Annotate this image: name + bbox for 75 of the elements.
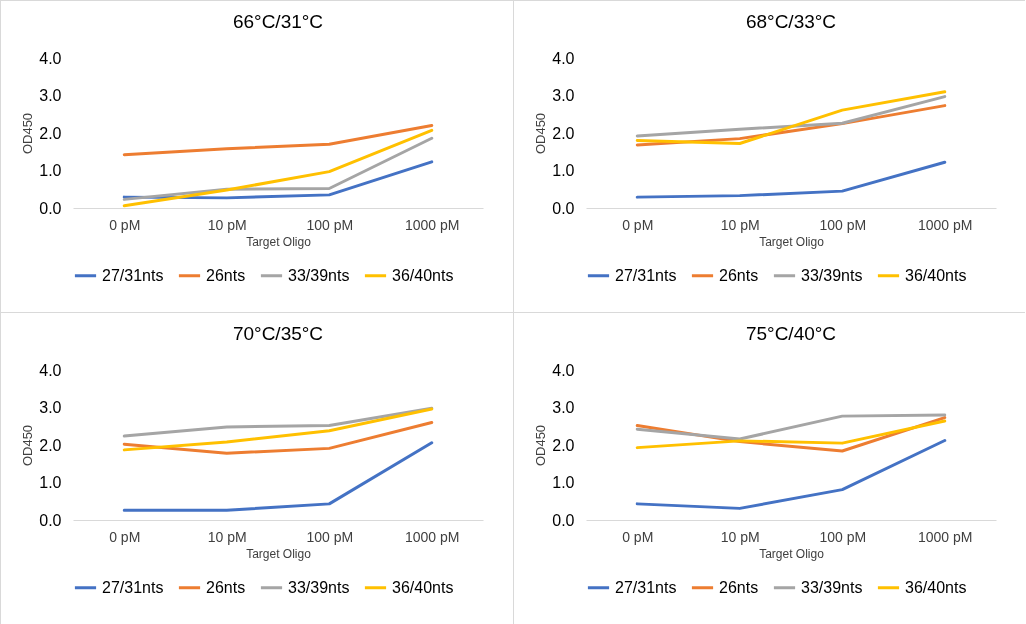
x-tick-label: 0 pM	[622, 216, 654, 233]
line-series	[122, 407, 434, 452]
y-tick-label: 3.0	[552, 399, 575, 416]
y-tick-label: 1.0	[39, 162, 62, 179]
y-tick-label: 2.0	[552, 436, 575, 454]
x-tick-label: 0 pM	[109, 528, 141, 545]
legend-label: 26nts	[719, 266, 759, 284]
legend-label: 33/39nts	[288, 266, 350, 284]
x-tick-label: 0 pM	[109, 216, 141, 233]
x-tick-label: 100 pM	[306, 216, 354, 233]
x-tick-label: 100 pM	[819, 528, 867, 545]
x-tick-label: 0 pM	[622, 528, 654, 545]
line-series	[635, 439, 947, 510]
y-axis-title: OD450	[20, 112, 36, 155]
line-series	[635, 413, 947, 441]
chart-title: 70°C/35°C	[232, 323, 324, 344]
x-tick-label: 1000 pM	[405, 528, 460, 545]
line-series	[635, 160, 947, 199]
chart-title: 68°C/33°C	[745, 11, 837, 32]
line-series	[122, 136, 434, 201]
y-tick-label: 4.0	[39, 49, 62, 67]
line-series	[122, 406, 434, 438]
x-axis-title: Target Oligo	[759, 546, 825, 561]
y-tick-label: 4.0	[552, 49, 575, 67]
x-axis-title: Target Oligo	[246, 234, 312, 249]
y-tick-label: 1.0	[552, 474, 575, 491]
y-tick-label: 2.0	[552, 124, 575, 142]
legend-label: 26nts	[206, 578, 246, 596]
legend-label: 26nts	[719, 578, 759, 596]
legend-label: 26nts	[206, 266, 246, 284]
legend-label: 33/39nts	[288, 578, 350, 596]
line-series	[122, 124, 434, 157]
y-tick-label: 1.0	[39, 474, 62, 491]
y-tick-label: 4.0	[552, 361, 575, 379]
y-tick-label: 0.0	[552, 199, 575, 217]
legend-label: 27/31nts	[615, 578, 677, 596]
x-tick-label: 10 pM	[720, 528, 760, 545]
y-axis-title: OD450	[20, 424, 36, 467]
x-tick-label: 10 pM	[207, 216, 247, 233]
legend-label: 33/39nts	[801, 578, 863, 596]
y-axis-title: OD450	[533, 112, 549, 155]
x-tick-label: 1000 pM	[918, 528, 973, 545]
line-series	[122, 421, 434, 455]
y-tick-label: 4.0	[39, 361, 62, 379]
chart-title: 75°C/40°C	[745, 323, 837, 344]
legend-label: 36/40nts	[392, 578, 454, 596]
x-tick-label: 100 pM	[819, 216, 867, 233]
x-tick-label: 1000 pM	[405, 216, 460, 233]
y-tick-label: 2.0	[39, 436, 62, 454]
y-tick-label: 0.0	[39, 511, 62, 529]
y-axis-title: OD450	[533, 424, 549, 467]
y-tick-label: 3.0	[39, 87, 62, 104]
legend-label: 36/40nts	[905, 266, 967, 284]
legend-label: 36/40nts	[905, 578, 967, 596]
y-tick-label: 0.0	[39, 199, 62, 217]
x-tick-label: 100 pM	[306, 528, 354, 545]
y-tick-label: 3.0	[39, 399, 62, 416]
line-series	[122, 128, 434, 208]
line-series	[635, 90, 947, 145]
y-tick-label: 2.0	[39, 124, 62, 142]
line-series	[635, 95, 947, 138]
legend-label: 33/39nts	[801, 266, 863, 284]
x-tick-label: 10 pM	[720, 216, 760, 233]
x-axis-title: Target Oligo	[246, 546, 312, 561]
y-tick-label: 0.0	[552, 511, 575, 529]
x-tick-label: 10 pM	[207, 528, 247, 545]
chart-title: 66°C/31°C	[232, 11, 324, 32]
x-axis-title: Target Oligo	[759, 234, 825, 249]
x-tick-label: 1000 pM	[918, 216, 973, 233]
legend-label: 36/40nts	[392, 266, 454, 284]
legend-label: 27/31nts	[615, 266, 677, 284]
legend-label: 27/31nts	[102, 266, 164, 284]
y-tick-label: 3.0	[552, 87, 575, 104]
y-tick-label: 1.0	[552, 162, 575, 179]
legend-label: 27/31nts	[102, 578, 164, 596]
